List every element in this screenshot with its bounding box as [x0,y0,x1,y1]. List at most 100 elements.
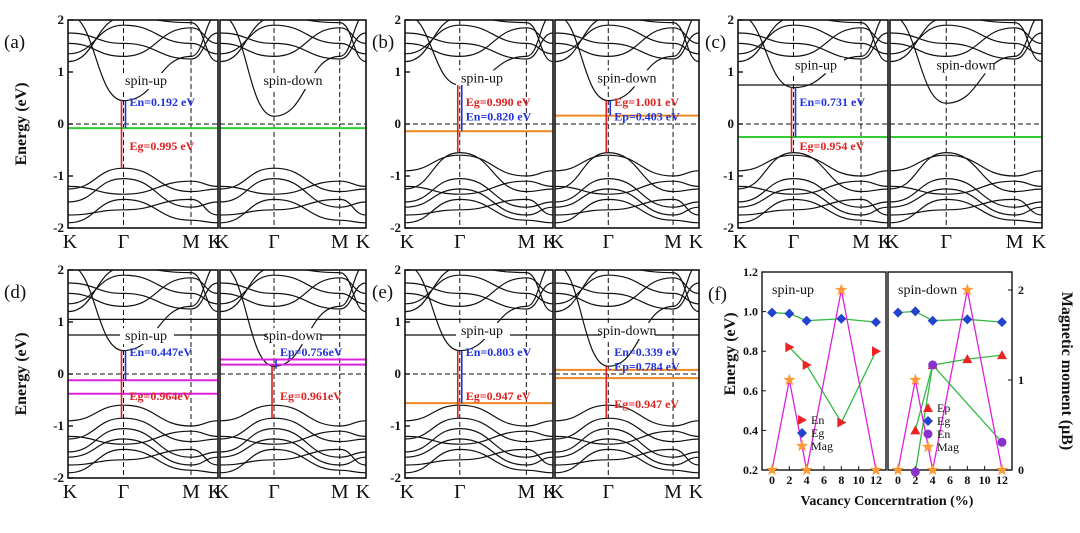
y-tick-label: 0.4 [743,423,758,437]
band-line [890,27,1042,58]
band-line [68,438,218,466]
band-line [220,270,366,313]
band-line [405,274,553,305]
data-point [783,373,796,386]
y-tick-label: 2 [395,262,402,277]
band-line [738,180,888,195]
k-point-label: K [63,231,78,253]
x-tick-label: 6 [947,473,953,487]
band-line [405,417,553,443]
band-line [405,404,553,427]
band-line [405,438,553,466]
band-gap-annotation: En=0.447eV [130,345,193,359]
data-point [784,308,795,319]
line-panel-spin-down [887,271,1013,477]
y-tick-label: 2 [395,12,402,27]
band-curves [555,20,699,224]
data-point [997,350,1007,360]
band-line [890,151,1042,193]
y-axis-label: Energy (eV) [722,312,739,395]
spin-label: spin-up [125,329,167,344]
band-gap-annotation: Eg=0.990 eV [466,95,531,109]
k-point-label: K [733,231,748,253]
band-gap-annotation: En=0.803 eV [466,345,532,359]
spin-label-bg [790,57,844,74]
spin-label-bg [455,323,510,339]
k-point-label: K [543,231,558,253]
band-curves [405,270,553,474]
data-point [837,417,847,428]
data-point [923,416,933,426]
band-gap-annotation: Eg=0.961eV [280,389,342,403]
data-point [801,315,812,326]
y-tick-label: -2 [390,220,401,235]
k-point-label: Γ [118,481,130,503]
k-point-label: Γ [454,231,466,253]
x-tick-label: 10 [979,473,991,487]
legend-label: Eg [811,426,824,440]
band-line [564,20,693,102]
k-point-label: K [689,231,704,253]
y-tick-label: 1 [58,314,65,329]
band-line [738,198,888,216]
band-curves [738,20,888,224]
band-line [405,198,553,216]
band-panel-5-spin-up [404,269,554,479]
y-tick-label: 1 [728,64,735,79]
data-point [871,317,881,328]
y-axis-label: Energy (eV) [13,82,30,165]
panel-label: (a) [4,32,25,53]
data-point [962,354,973,364]
legend-label: En [811,413,824,427]
x-tick-label: 12 [996,473,1008,487]
band-line [555,404,699,427]
band-line [405,180,553,195]
band-line [68,198,218,216]
data-point [800,463,813,476]
y-tick-label: 2 [58,12,65,27]
data-point [921,440,935,453]
y-tick-label: 0.2 [743,463,758,477]
band-line [220,27,366,58]
band-gap-annotation: En=0.820 eV [466,109,532,123]
band-line [220,167,366,193]
k-point-label: K [356,481,371,503]
k-point-label: K [1032,231,1047,253]
band-line [68,270,218,313]
band-line [738,27,888,58]
band-line [68,448,218,466]
band-gap-annotation: En=0.192 eV [130,95,196,109]
band-line [555,274,699,305]
band-line [890,188,1042,216]
panel-label: (f) [708,284,727,305]
band-line [405,198,553,224]
band-panel-1-spin-down [219,19,367,229]
band-curves [890,20,1042,224]
band-line [405,32,553,60]
legend-label: En [937,427,950,441]
k-point-label: M [1006,231,1024,253]
k-point-label: Γ [602,481,614,503]
band-line [890,32,1042,60]
k-point-label: K [400,481,415,503]
band-panel-4-spin-down [219,269,367,479]
y-tick-label: 0.8 [743,344,758,358]
panel-frame [554,19,700,229]
k-point-label: M [517,231,535,253]
band-panel-1-spin-up [67,19,219,229]
band-line [738,20,888,63]
series-line-Ep [914,354,1003,431]
y-axis-label: Energy (eV) [13,332,30,415]
k-point-label: Γ [940,231,952,253]
band-line [738,32,888,60]
y-tick-label: 2 [728,12,735,27]
y-tick-label: 0 [728,116,735,131]
band-line [220,438,366,466]
k-point-label: K [550,231,565,253]
band-line [555,277,699,308]
band-line [555,448,699,474]
y-tick-label: 1 [58,64,65,79]
data-point [962,314,973,325]
band-line [220,198,366,216]
band-line [220,274,366,305]
